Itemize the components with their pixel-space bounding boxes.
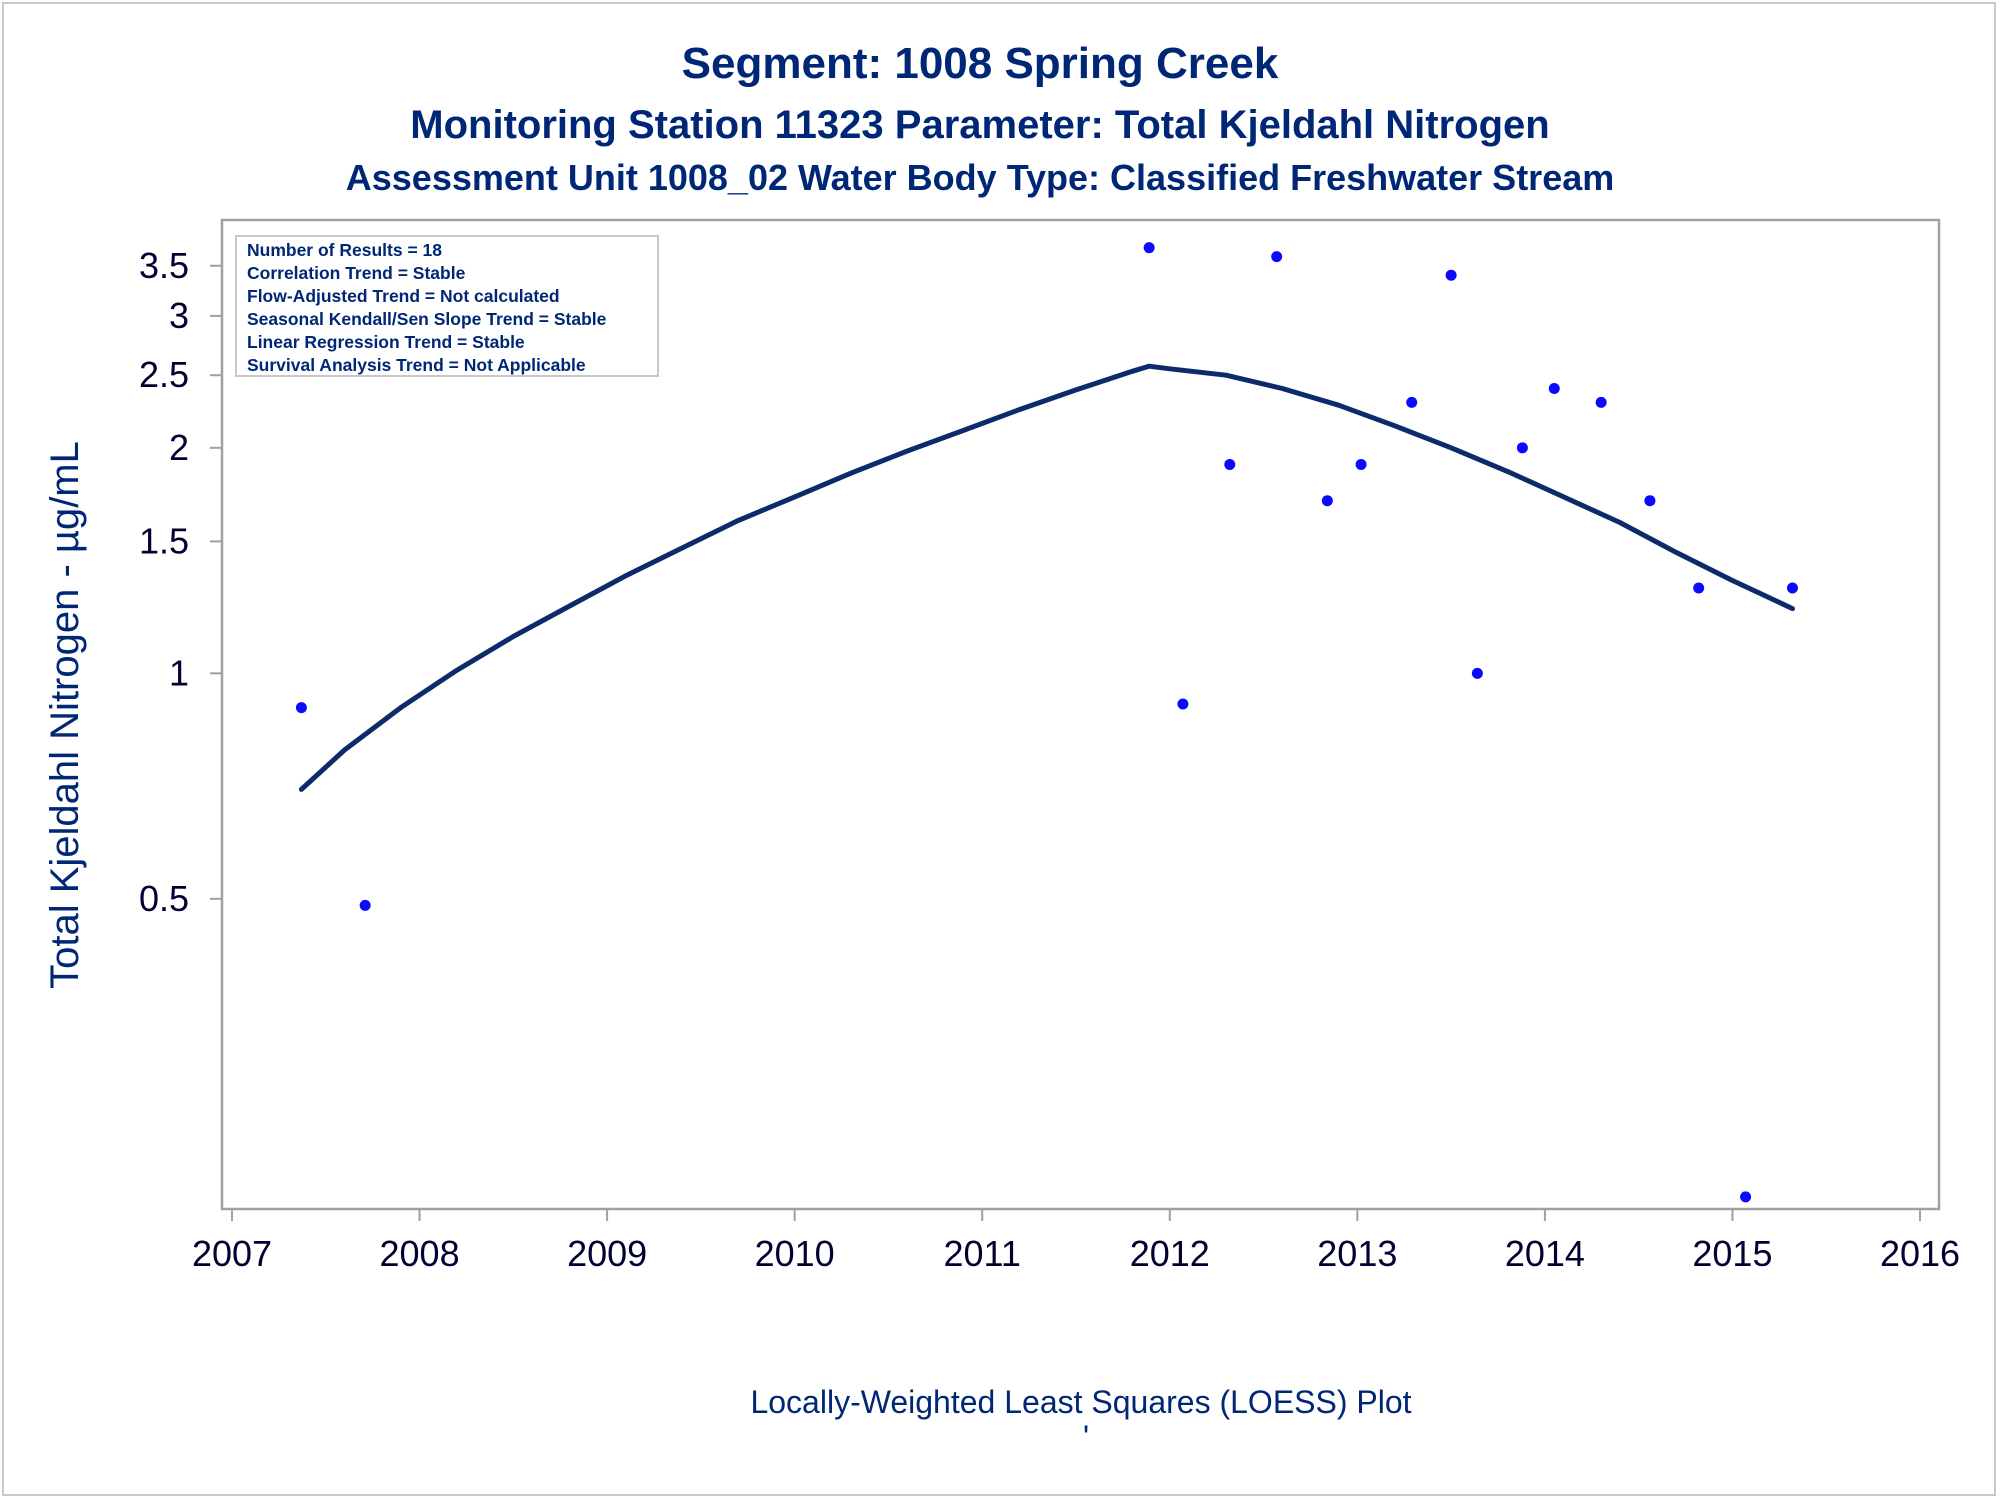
- chart-subtitle-2: Assessment Unit 1008_02 Water Body Type:…: [346, 157, 1615, 198]
- data-point: [1177, 698, 1189, 710]
- data-point: [359, 899, 371, 911]
- data-point: [1740, 1191, 1752, 1203]
- x-axis: 2007 2008 2009 2010 2011 2012 2013 2014 2015 2016: [192, 1209, 1960, 1274]
- footer-caption: Locally-Weighted Least Squares (LOESS) P…: [750, 1384, 1411, 1420]
- x-tick-label: 2007: [192, 1233, 272, 1274]
- info-line: Seasonal Kendall/Sen Slope Trend = Stabl…: [247, 309, 607, 329]
- x-tick-label: 2010: [755, 1233, 835, 1274]
- y-tick-label: 2: [169, 427, 189, 468]
- info-line: Flow-Adjusted Trend = Not calculated: [247, 286, 560, 306]
- info-box: [235, 235, 659, 377]
- y-axis-label: Total Kjeldahl Nitrogen - µg/mL: [43, 441, 87, 989]
- y-tick-label: 1: [169, 652, 189, 693]
- x-tick-label: 2008: [380, 1233, 460, 1274]
- y-tick-label: 2.5: [139, 354, 189, 395]
- x-tick-label: 2016: [1880, 1233, 1960, 1274]
- data-point: [1471, 667, 1483, 679]
- data-point: [1595, 396, 1607, 408]
- info-box-lines: Number of Results = 18 Correlation Trend…: [247, 240, 607, 375]
- x-tick-label: 2014: [1505, 1233, 1585, 1274]
- data-point: [1548, 383, 1560, 395]
- info-line: Linear Regression Trend = Stable: [247, 332, 525, 352]
- plot-area: [220, 218, 1941, 1211]
- info-line: Number of Results = 18: [247, 240, 442, 260]
- y-tick-label: 3.5: [139, 245, 189, 286]
- series-layer: [295, 242, 1798, 1203]
- x-tick-label: 2013: [1317, 1233, 1397, 1274]
- data-point: [1516, 442, 1528, 454]
- chart-subtitle: Monitoring Station 11323 Parameter: Tota…: [410, 103, 1549, 147]
- x-tick-label: 2012: [1130, 1233, 1210, 1274]
- loess-line: [298, 363, 1795, 792]
- data-point: [1321, 495, 1333, 507]
- x-tick-label: 2011: [944, 1233, 1021, 1274]
- data-point: [1406, 396, 1418, 408]
- chart-title: Segment: 1008 Spring Creek: [682, 39, 1279, 88]
- info-line: Correlation Trend = Stable: [247, 263, 466, 283]
- data-point: [1355, 459, 1367, 471]
- x-tick-label: 2009: [567, 1233, 647, 1274]
- y-axis: 0.5 1 1.5 2 2.5 3 3.5: [139, 245, 222, 919]
- data-point: [295, 702, 307, 714]
- info-line: Survival Analysis Trend = Not Applicable: [247, 355, 586, 375]
- data-point: [1224, 459, 1236, 471]
- data-point: [1786, 582, 1798, 594]
- data-point: [1271, 251, 1283, 263]
- y-tick-label: 3: [169, 295, 189, 336]
- data-point: [1644, 495, 1656, 507]
- data-point: [1445, 269, 1457, 281]
- y-tick-label: 1.5: [139, 520, 189, 561]
- y-tick-label: 0.5: [139, 878, 189, 919]
- data-point: [1693, 582, 1705, 594]
- data-point: [1143, 242, 1155, 254]
- x-tick-label: 2015: [1692, 1233, 1772, 1274]
- footer-mark: ': [1083, 1419, 1089, 1455]
